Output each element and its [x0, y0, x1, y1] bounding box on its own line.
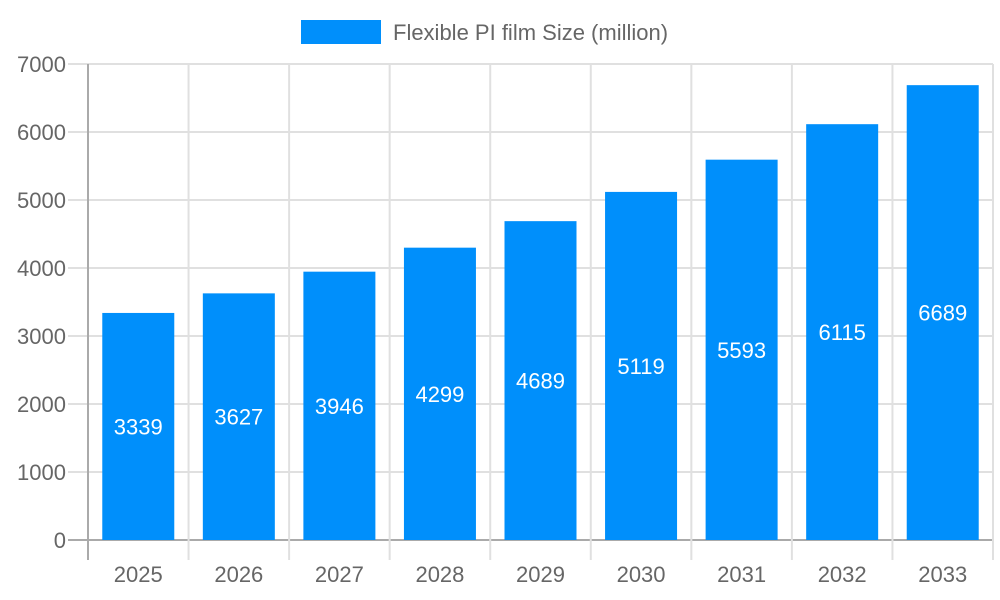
x-tick-label: 2029: [516, 562, 565, 587]
bar: [303, 271, 376, 540]
data-label: 4299: [415, 382, 464, 407]
bar: [806, 124, 879, 541]
x-tick-label: 2030: [617, 562, 666, 587]
bars: 3339 3627 3946 4299 4689 5119 5593 6115 6689: [102, 85, 979, 541]
y-tick-label: 0: [54, 528, 66, 553]
x-tick-label: 2026: [214, 562, 263, 587]
data-label: 5119: [617, 354, 664, 379]
data-label: 4689: [516, 369, 565, 394]
y-tick-label: 4000: [17, 256, 66, 281]
y-tick-label: 5000: [17, 188, 66, 213]
data-label: 5593: [717, 338, 766, 363]
y-tick-label: 1000: [17, 460, 66, 485]
data-label: 3627: [214, 405, 263, 430]
y-tick-label: 7000: [17, 52, 66, 77]
axes: 0 1000 2000 3000 4000 5000 6000 7000 2025 2026 202…: [17, 52, 967, 587]
data-label: 3339: [114, 414, 163, 439]
data-label: 6689: [918, 301, 967, 326]
legend[interactable]: Flexible PI film Size (million): [301, 20, 668, 45]
x-tick-label: 2027: [315, 562, 364, 587]
data-label: 6115: [819, 320, 866, 345]
bar: [906, 85, 979, 540]
bar: [705, 159, 778, 540]
legend-swatch: [301, 20, 381, 44]
bar: [504, 221, 577, 540]
data-label: 3946: [315, 394, 364, 419]
bar: [403, 247, 476, 540]
x-tick-label: 2025: [114, 562, 163, 587]
bar: [202, 293, 275, 540]
x-tick-label: 2031: [717, 562, 766, 587]
y-tick-label: 6000: [17, 120, 66, 145]
legend-label: Flexible PI film Size (million): [393, 20, 668, 45]
x-tick-label: 2032: [818, 562, 867, 587]
y-tick-label: 3000: [17, 324, 66, 349]
x-tick-label: 2028: [415, 562, 464, 587]
bar: [102, 312, 175, 540]
x-tick-label: 2033: [918, 562, 967, 587]
bar: [605, 191, 678, 540]
y-tick-label: 2000: [17, 392, 66, 417]
